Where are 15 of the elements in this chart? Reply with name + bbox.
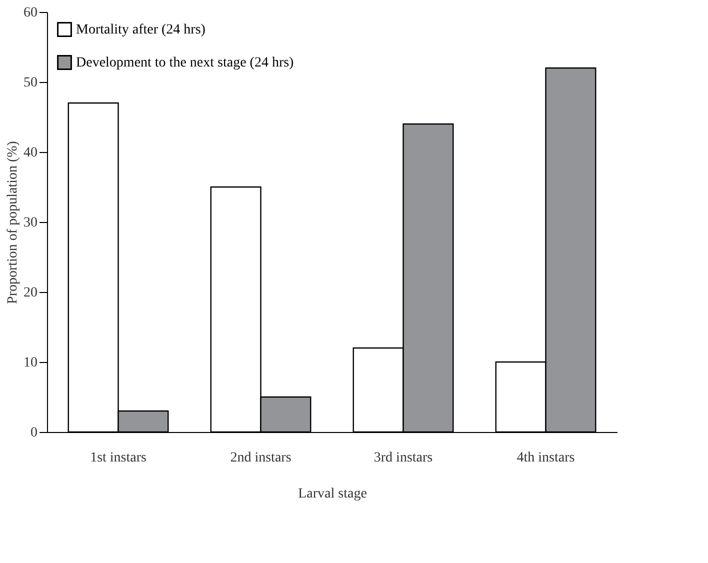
y-axis-title: Proportion of population (%) [6,140,20,304]
x-tick-label: 1st instars [90,450,146,466]
x-tick-label: 3rd instars [374,450,433,466]
x-tick-label: 2nd instars [230,450,292,466]
x-axis-title: Larval stage [298,486,367,502]
y-tick-label: 30 [24,216,38,230]
y-tick-label: 10 [24,356,38,370]
y-tick-label: 20 [24,286,38,300]
legend-label: Mortality after (24 hrs) [76,22,206,38]
y-tick-label: 50 [24,76,38,90]
y-tick-label: 0 [30,426,38,440]
legend-label: Development to the next stage (24 hrs) [76,56,294,70]
y-tick-label: 60 [24,6,38,20]
x-tick-label: 4th instars [516,450,575,466]
y-tick-label: 40 [24,146,38,160]
